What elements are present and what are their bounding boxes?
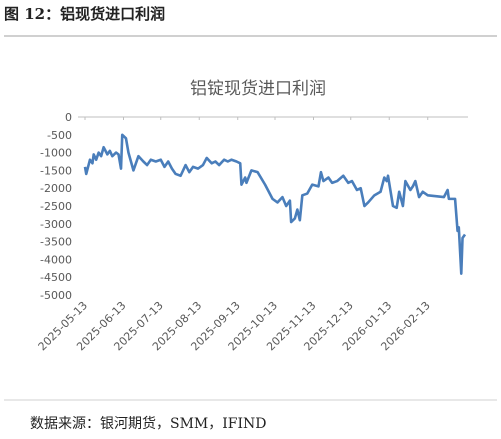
y-tick-label: -4500 <box>40 271 72 284</box>
y-tick-label: -2000 <box>40 182 72 195</box>
y-tick-label: -3500 <box>40 236 72 249</box>
y-tick-label: -1000 <box>40 147 72 160</box>
data-line <box>83 133 467 275</box>
y-tick-label: -1500 <box>40 164 72 177</box>
y-tick-label: 0 <box>65 111 72 124</box>
y-tick-label: -500 <box>47 129 72 142</box>
y-tick-label: -5000 <box>40 289 72 302</box>
chart-title: 铝锭现货进口利润 <box>190 79 326 99</box>
y-tick-label: -4000 <box>40 253 72 266</box>
figure-title: 图 12：铝现货进口利润 <box>4 5 165 23</box>
y-tick-label: -2500 <box>40 200 72 213</box>
y-tick-label: -3000 <box>40 218 72 231</box>
source-note: 数据来源：银河期货，SMM，IFIND <box>30 415 267 432</box>
